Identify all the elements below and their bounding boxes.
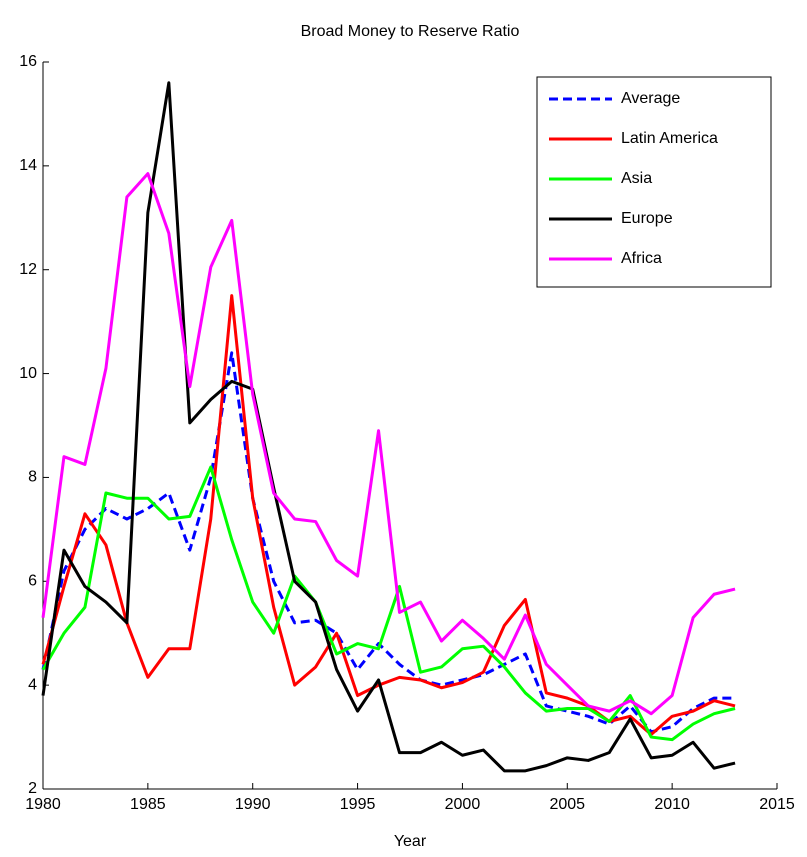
y-tick-label: 16 (19, 53, 37, 70)
series-line (41, 294, 736, 736)
x-tick-label: 2010 (654, 796, 690, 813)
y-tick-label: 6 (28, 573, 37, 590)
legend-box (536, 76, 772, 288)
chart-title: Broad Money to Reserve Ratio (301, 23, 520, 40)
y-tick-label: 10 (19, 365, 37, 382)
legend-label: Latin America (621, 130, 718, 147)
y-tick-label: 8 (28, 469, 37, 486)
x-tick-label: 1990 (235, 796, 271, 813)
legend-label: Africa (621, 250, 662, 267)
series-line (41, 81, 736, 773)
y-tick-label: 12 (19, 261, 37, 278)
x-tick-label: 2000 (445, 796, 481, 813)
x-tick-label: 1980 (25, 796, 61, 813)
legend-label: Average (621, 90, 680, 107)
x-tick-label: 1985 (130, 796, 166, 813)
x-axis-label: Year (394, 833, 427, 850)
series-line (41, 465, 736, 742)
series-line (41, 172, 736, 716)
y-tick-label: 2 (28, 780, 37, 797)
y-tick-label: 14 (19, 157, 37, 174)
series-line (41, 351, 736, 734)
y-tick-label: 4 (28, 676, 37, 693)
legend-label: Asia (621, 170, 652, 187)
legend-label: Europe (621, 210, 673, 227)
x-tick-label: 2015 (759, 796, 795, 813)
x-tick-label: 1995 (340, 796, 376, 813)
x-tick-label: 2005 (549, 796, 585, 813)
